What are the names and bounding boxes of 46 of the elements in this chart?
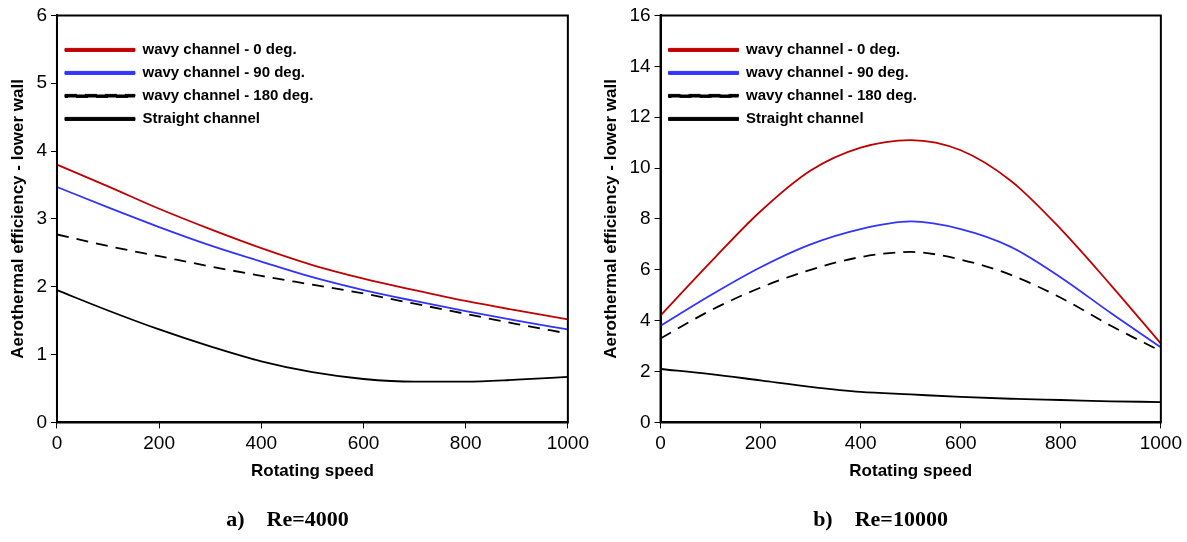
- legend-label: wavy channel - 0 deg.: [141, 40, 297, 58]
- y-tick-label: 8: [639, 207, 651, 229]
- x-tick-label: 1000: [1139, 432, 1183, 454]
- x-axis-title: Rotating speed: [849, 461, 973, 481]
- y-tick-label: 4: [639, 308, 651, 330]
- y-tick-label: 2: [639, 359, 651, 381]
- x-tick-label: 800: [1044, 432, 1077, 454]
- y-tick-label: 6: [36, 3, 47, 25]
- line-series: [660, 220, 1161, 349]
- legend-label: Straight channel: [142, 109, 260, 127]
- y-tick-label: 2: [36, 274, 47, 296]
- x-tick-label: 200: [744, 432, 777, 454]
- y-tick-label: 0: [36, 410, 47, 432]
- legend-label: wavy channel - 0 deg.: [745, 40, 901, 58]
- x-tick-label: 800: [449, 432, 482, 454]
- x-axis-title: Rotating speed: [251, 461, 374, 481]
- y-tick-label: 16: [629, 3, 651, 25]
- line-series: [660, 139, 1161, 345]
- text: b) Re=10000: [813, 506, 948, 532]
- y-tick-label: 6: [639, 258, 651, 280]
- x-tick-label: 0: [51, 432, 63, 454]
- y-tick-label: 3: [36, 207, 47, 229]
- y-tick-label: 4: [36, 139, 48, 161]
- text: a) Re=4000: [226, 506, 349, 532]
- y-tick-label: 14: [629, 54, 651, 76]
- y-tick-label: 1: [36, 342, 47, 364]
- x-tick-label: 0: [655, 432, 666, 454]
- legend-label: wavy channel - 180 deg.: [141, 86, 314, 104]
- x-tick-label: 1000: [546, 432, 590, 454]
- legend-label: wavy channel - 90 deg.: [141, 63, 306, 81]
- y-axis-title: Aerothermal efficiency - lower wall: [7, 79, 27, 359]
- x-tick-label: 200: [143, 432, 175, 454]
- y-tick-label: 5: [36, 71, 47, 93]
- y-tick-label: 10: [629, 156, 651, 178]
- legend-label: wavy channel - 90 deg.: [745, 63, 909, 81]
- line-series: [56, 163, 568, 321]
- x-tick-label: 400: [844, 432, 877, 454]
- y-axis-title: Aerothermal efficiency - lower wall: [600, 79, 620, 359]
- legend-label: wavy channel - 180 deg.: [745, 86, 917, 104]
- y-tick-label: 0: [639, 410, 651, 432]
- legend-label: Straight channel: [746, 109, 864, 127]
- x-tick-label: 600: [944, 432, 977, 454]
- line-series: [56, 186, 568, 331]
- x-tick-label: 600: [347, 432, 380, 454]
- y-tick-label: 12: [629, 105, 651, 127]
- x-tick-label: 400: [245, 432, 278, 454]
